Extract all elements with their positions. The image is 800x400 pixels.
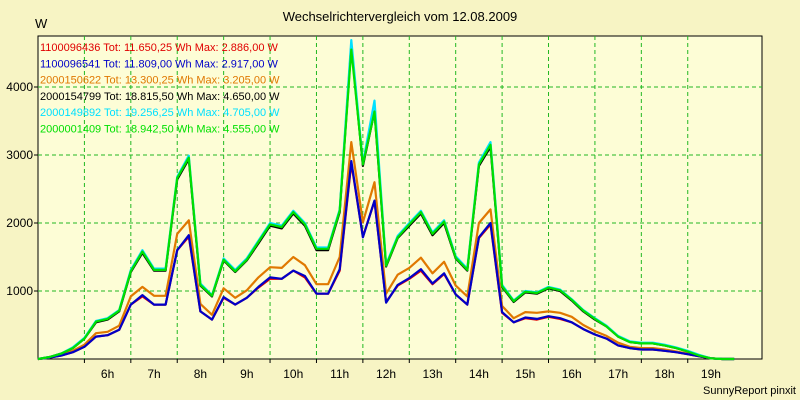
y-tick-label: 3000 <box>6 148 33 162</box>
footer-credit: SunnyReport pinxit <box>703 385 796 397</box>
x-tick-label: 12h <box>376 367 396 381</box>
x-tick-label: 8h <box>194 367 207 381</box>
x-tick-label: 17h <box>608 367 628 381</box>
y-tick-label: 1000 <box>6 284 33 298</box>
x-tick-label: 18h <box>655 367 675 381</box>
x-tick-label: 11h <box>330 367 349 381</box>
y-tick-label: 2000 <box>6 216 33 230</box>
y-tick-label: 4000 <box>6 80 33 94</box>
x-tick-label: 14h <box>469 367 489 381</box>
series-line <box>37 48 735 361</box>
x-tick-label: 15h <box>515 367 535 381</box>
legend-entry: 2000154799 Tot: 18.815,50 Wh Max: 4.650,… <box>40 91 280 103</box>
x-tick-label: 19h <box>701 367 721 381</box>
x-tick-label: 6h <box>101 367 114 381</box>
x-tick-label: 13h <box>422 367 442 381</box>
x-tick-label: 7h <box>147 367 160 381</box>
legend-entry: 2000149892 Tot: 19.256,25 Wh Max: 4.705,… <box>40 107 280 119</box>
legend-entry: 1100096541 Tot: 11.809,00 Wh Max: 2.917,… <box>40 58 279 70</box>
x-tick-label: 9h <box>240 367 253 381</box>
series-line <box>37 160 735 361</box>
legend-entry: 1100096436 Tot: 11.650,25 Wh Max: 2.886,… <box>40 42 279 54</box>
x-tick-label: 16h <box>562 367 582 381</box>
legend-entry: 2000150622 Tot: 13.300,25 Wh Max: 3.205,… <box>40 75 280 87</box>
x-tick-label: 10h <box>283 367 303 381</box>
legend-entry: 2000001409 Tot: 18.942,50 Wh Max: 4.555,… <box>40 124 280 136</box>
chart-title: Wechselrichtervergleich vom 12.08.2009 <box>282 9 518 24</box>
y-axis-unit-label: W <box>35 16 48 31</box>
